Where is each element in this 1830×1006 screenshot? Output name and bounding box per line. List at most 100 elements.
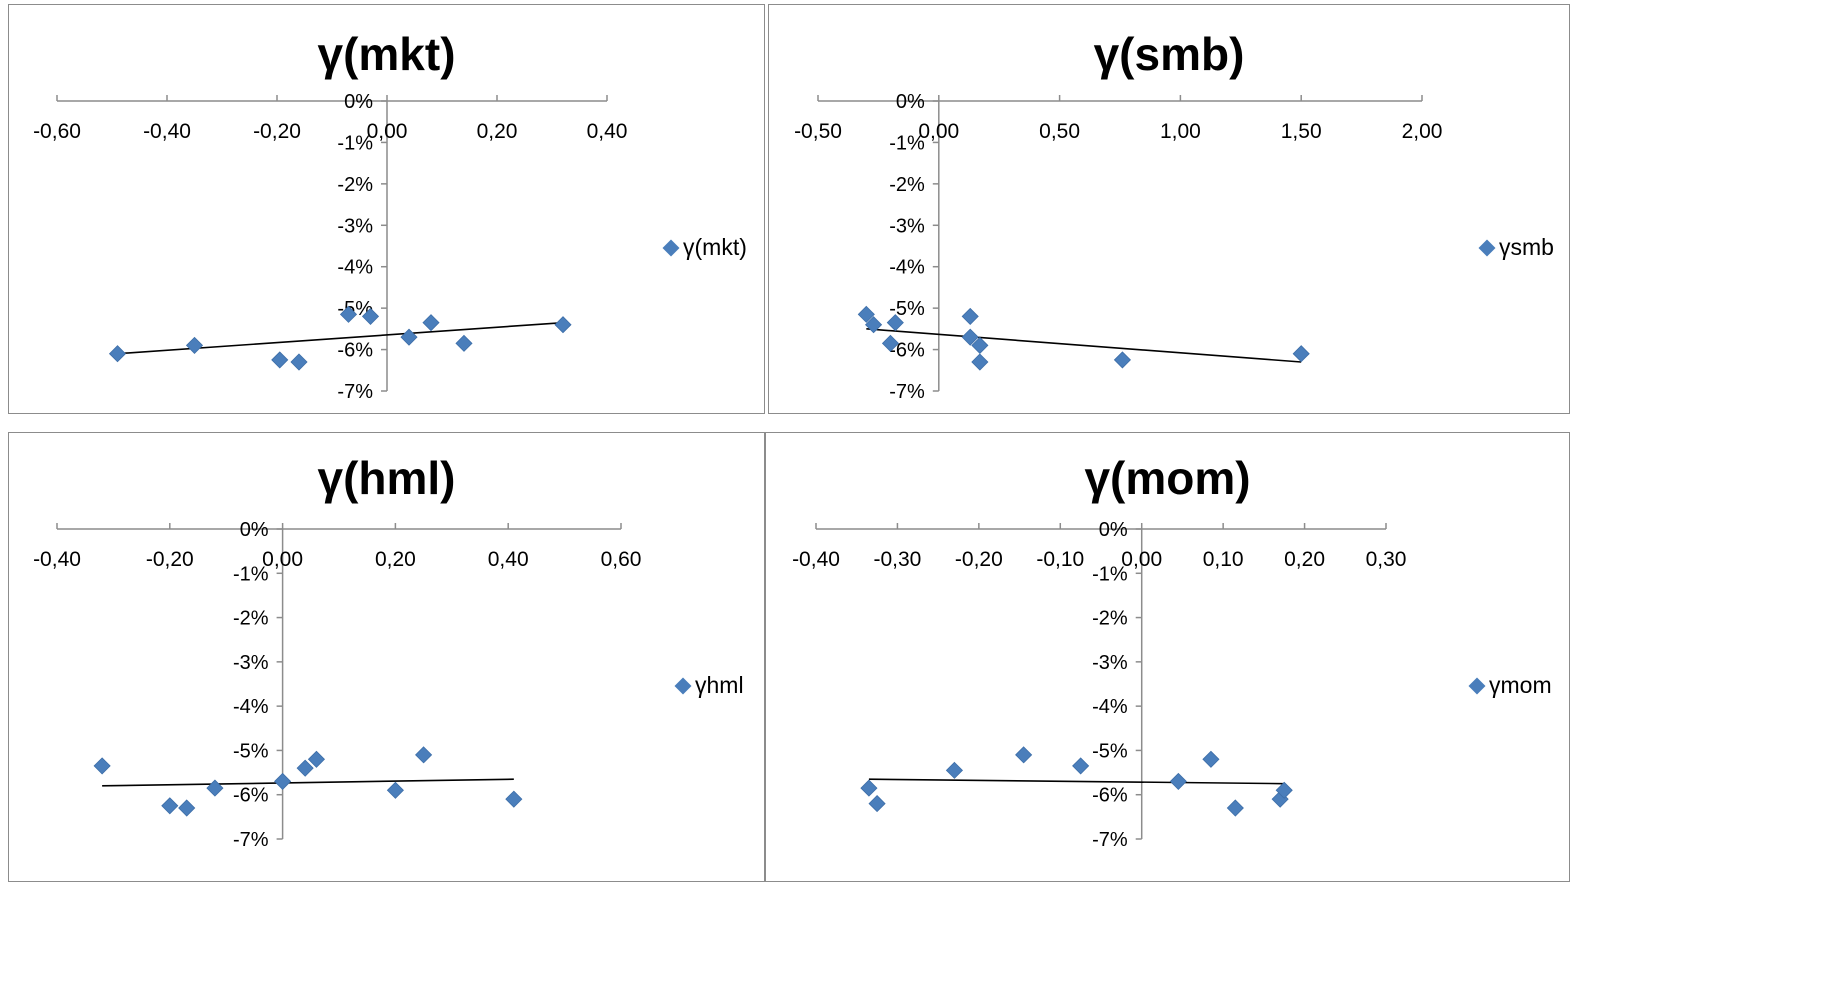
data-point [865, 316, 883, 334]
y-tick-label: -3% [1092, 652, 1128, 674]
scatter-plot: -0,40 -0,30 -0,20 -0,10 0,00 0,10 0,20 0,30 0% -1… [792, 519, 1407, 851]
data-point [161, 797, 179, 815]
y-tick-label: -3% [337, 215, 373, 237]
y-tick-label: -7% [337, 381, 373, 403]
x-tick-label: 0,40 [587, 120, 628, 143]
legend-label: γ(mkt) [683, 234, 747, 260]
x-tick-label: 0,00 [1121, 548, 1162, 571]
y-tick-label: -5% [1092, 740, 1128, 762]
chart-title: γ(hml) [317, 452, 456, 504]
data-point [290, 353, 308, 371]
x-tick-label: 0,60 [601, 548, 642, 571]
trendline [868, 778, 1285, 785]
x-tick-label: -0,40 [33, 548, 81, 571]
y-tick-label: 0% [240, 519, 269, 541]
y-tick-label: -4% [1092, 696, 1128, 718]
legend-marker-icon [662, 239, 680, 256]
chart-panel-mom: γ(mom) -0,40 -0,30 -0,20 -0,10 0,00 0,10 0,20 0… [765, 432, 1570, 882]
y-tick-label: -6% [233, 785, 269, 807]
data-point [185, 336, 204, 354]
x-tick-label: -0,20 [146, 548, 194, 571]
data-point [945, 761, 963, 779]
data-point [108, 345, 127, 363]
chart-panel-mkt: γ(mkt) -0,60 -0,40 -0,20 0,00 0,20 0,40 0% -1% -… [8, 4, 765, 414]
data-point [415, 746, 433, 764]
data-point [1015, 746, 1033, 764]
y-tick-label: -3% [233, 652, 269, 674]
y-tick-label: -4% [233, 696, 269, 718]
y-tick-label: -3% [889, 215, 925, 237]
data-point [339, 305, 358, 323]
x-tick-label: -0,30 [873, 548, 921, 571]
y-tick-label: -1% [233, 563, 269, 585]
y-tick-label: -6% [889, 340, 925, 362]
data-point [857, 305, 875, 323]
x-tick-label: 1,50 [1281, 120, 1322, 143]
data-point [961, 328, 979, 346]
y-tick-label: -7% [889, 381, 925, 403]
y-tick-label: 0% [1099, 519, 1128, 541]
data-point [868, 795, 886, 813]
x-tick-label: 0,30 [1366, 548, 1407, 571]
y-tick-label: -4% [889, 257, 925, 279]
x-tick-label: -0,20 [253, 120, 301, 143]
y-tick-label: -1% [337, 132, 373, 154]
chart-title: γ(mkt) [317, 28, 456, 80]
y-tick-label: -6% [337, 340, 373, 362]
chart-title: γ(mom) [1084, 452, 1251, 504]
data-point [1292, 345, 1310, 363]
data-point [296, 759, 314, 777]
x-tick-label: 0,50 [1039, 120, 1080, 143]
chart-panel-hml: γ(hml) -0,40 -0,20 0,00 0,20 0,40 0,60 0% -1% -2… [8, 432, 765, 882]
legend-label: γmom [1489, 672, 1552, 698]
data-point [93, 757, 111, 775]
x-tick-label: 0,20 [375, 548, 416, 571]
x-tick-label: 0,00 [367, 120, 408, 143]
trendline [866, 328, 1302, 363]
data-point [307, 750, 326, 768]
data-point [881, 334, 900, 352]
data-point [206, 779, 224, 797]
x-tick-label: 0,00 [918, 120, 959, 143]
legend-marker-icon [1478, 239, 1496, 256]
data-point [1072, 757, 1090, 775]
data-point [554, 316, 572, 334]
data-point [274, 772, 292, 790]
scatter-plot: -0,40 -0,20 0,00 0,20 0,40 0,60 0% -1% -2% -3% -4%… [33, 519, 642, 851]
x-tick-label: 2,00 [1402, 120, 1443, 143]
y-tick-label: -2% [889, 174, 925, 196]
x-tick-label: 0,10 [1203, 548, 1244, 571]
legend-label: γsmb [1499, 234, 1554, 260]
data-point [860, 779, 878, 797]
legend-label: γhml [695, 672, 744, 698]
data-point [1202, 750, 1220, 768]
legend: γhml [674, 672, 744, 699]
x-tick-label: 0,00 [262, 548, 303, 571]
data-point [1113, 351, 1131, 369]
chart-panel-smb: γ(smb) -0,50 0,00 0,50 1,00 1,50 2,00 0% -1% -2%… [768, 4, 1570, 414]
data-point [386, 781, 404, 799]
legend-marker-icon [1468, 677, 1486, 694]
y-tick-label: -2% [1092, 608, 1128, 630]
y-tick-label: 0% [344, 91, 373, 113]
data-point [1226, 799, 1244, 817]
legend-marker-icon [674, 677, 692, 694]
data-point [178, 799, 196, 817]
scatter-plot: -0,50 0,00 0,50 1,00 1,50 2,00 0% -1% -2% -3% -4% -… [794, 91, 1443, 403]
data-point [961, 307, 979, 325]
x-tick-label: 0,20 [1284, 548, 1325, 571]
y-tick-label: -7% [233, 829, 269, 851]
x-tick-label: -0,40 [792, 548, 840, 571]
y-tick-label: -5% [889, 298, 925, 320]
x-tick-label: 1,00 [1160, 120, 1201, 143]
data-point [400, 328, 418, 346]
y-tick-label: -6% [1092, 785, 1128, 807]
x-tick-label: -0,50 [794, 120, 842, 143]
data-point [505, 790, 523, 808]
y-tick-label: -2% [337, 174, 373, 196]
legend: γmom [1468, 672, 1552, 699]
legend: γsmb [1478, 234, 1554, 261]
x-tick-label: 0,20 [477, 120, 518, 143]
y-tick-label: -5% [233, 740, 269, 762]
y-tick-label: 0% [896, 91, 925, 113]
